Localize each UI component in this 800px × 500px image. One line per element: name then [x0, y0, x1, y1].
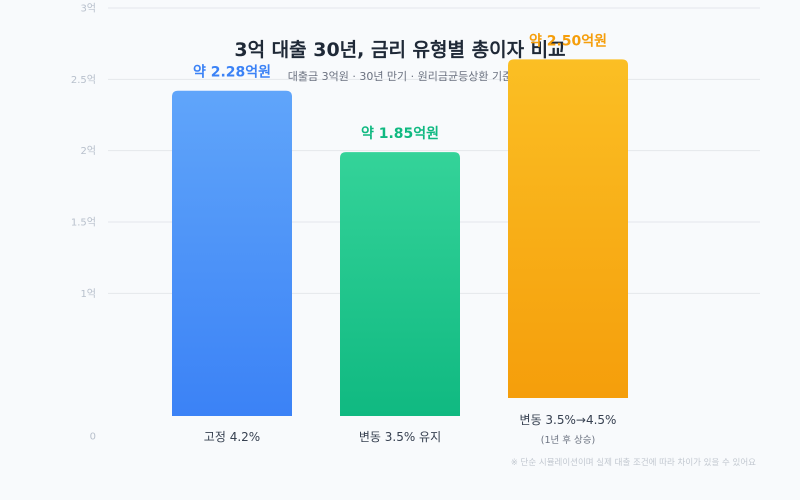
- bar-value-label: 약 2.28억원: [193, 64, 271, 81]
- chart-footnote: ※ 단순 시뮬레이션이며 실제 대출 조건에 따라 차이가 있을 수 있어요: [511, 457, 756, 468]
- bar: [340, 152, 460, 417]
- bar-value-label: 약 1.85억원: [361, 125, 439, 142]
- y-tick-label: 3억: [80, 3, 96, 15]
- category-label: 변동 3.5%→4.5%: [520, 413, 617, 427]
- chart-subtitle: 대출금 3억원 · 30년 만기 · 원리금균등상환 기준: [288, 70, 513, 83]
- y-tick-label: 2억: [80, 145, 96, 157]
- y-tick-label: 2.5억: [71, 74, 96, 86]
- y-tick-label: 0: [90, 432, 96, 443]
- category-sub-label: (1년 후 상승): [541, 435, 595, 446]
- y-tick-label: 1.5억: [71, 217, 96, 229]
- category-label: 변동 3.5% 유지: [359, 430, 441, 444]
- category-label: 고정 4.2%: [204, 430, 260, 444]
- chart-title: 3억 대출 30년, 금리 유형별 총이자 비교: [234, 39, 565, 61]
- bar: [508, 59, 628, 398]
- bar: [172, 90, 292, 416]
- bar-value-label: 약 2.50억원: [529, 32, 607, 49]
- y-tick-label: 1억: [80, 288, 96, 300]
